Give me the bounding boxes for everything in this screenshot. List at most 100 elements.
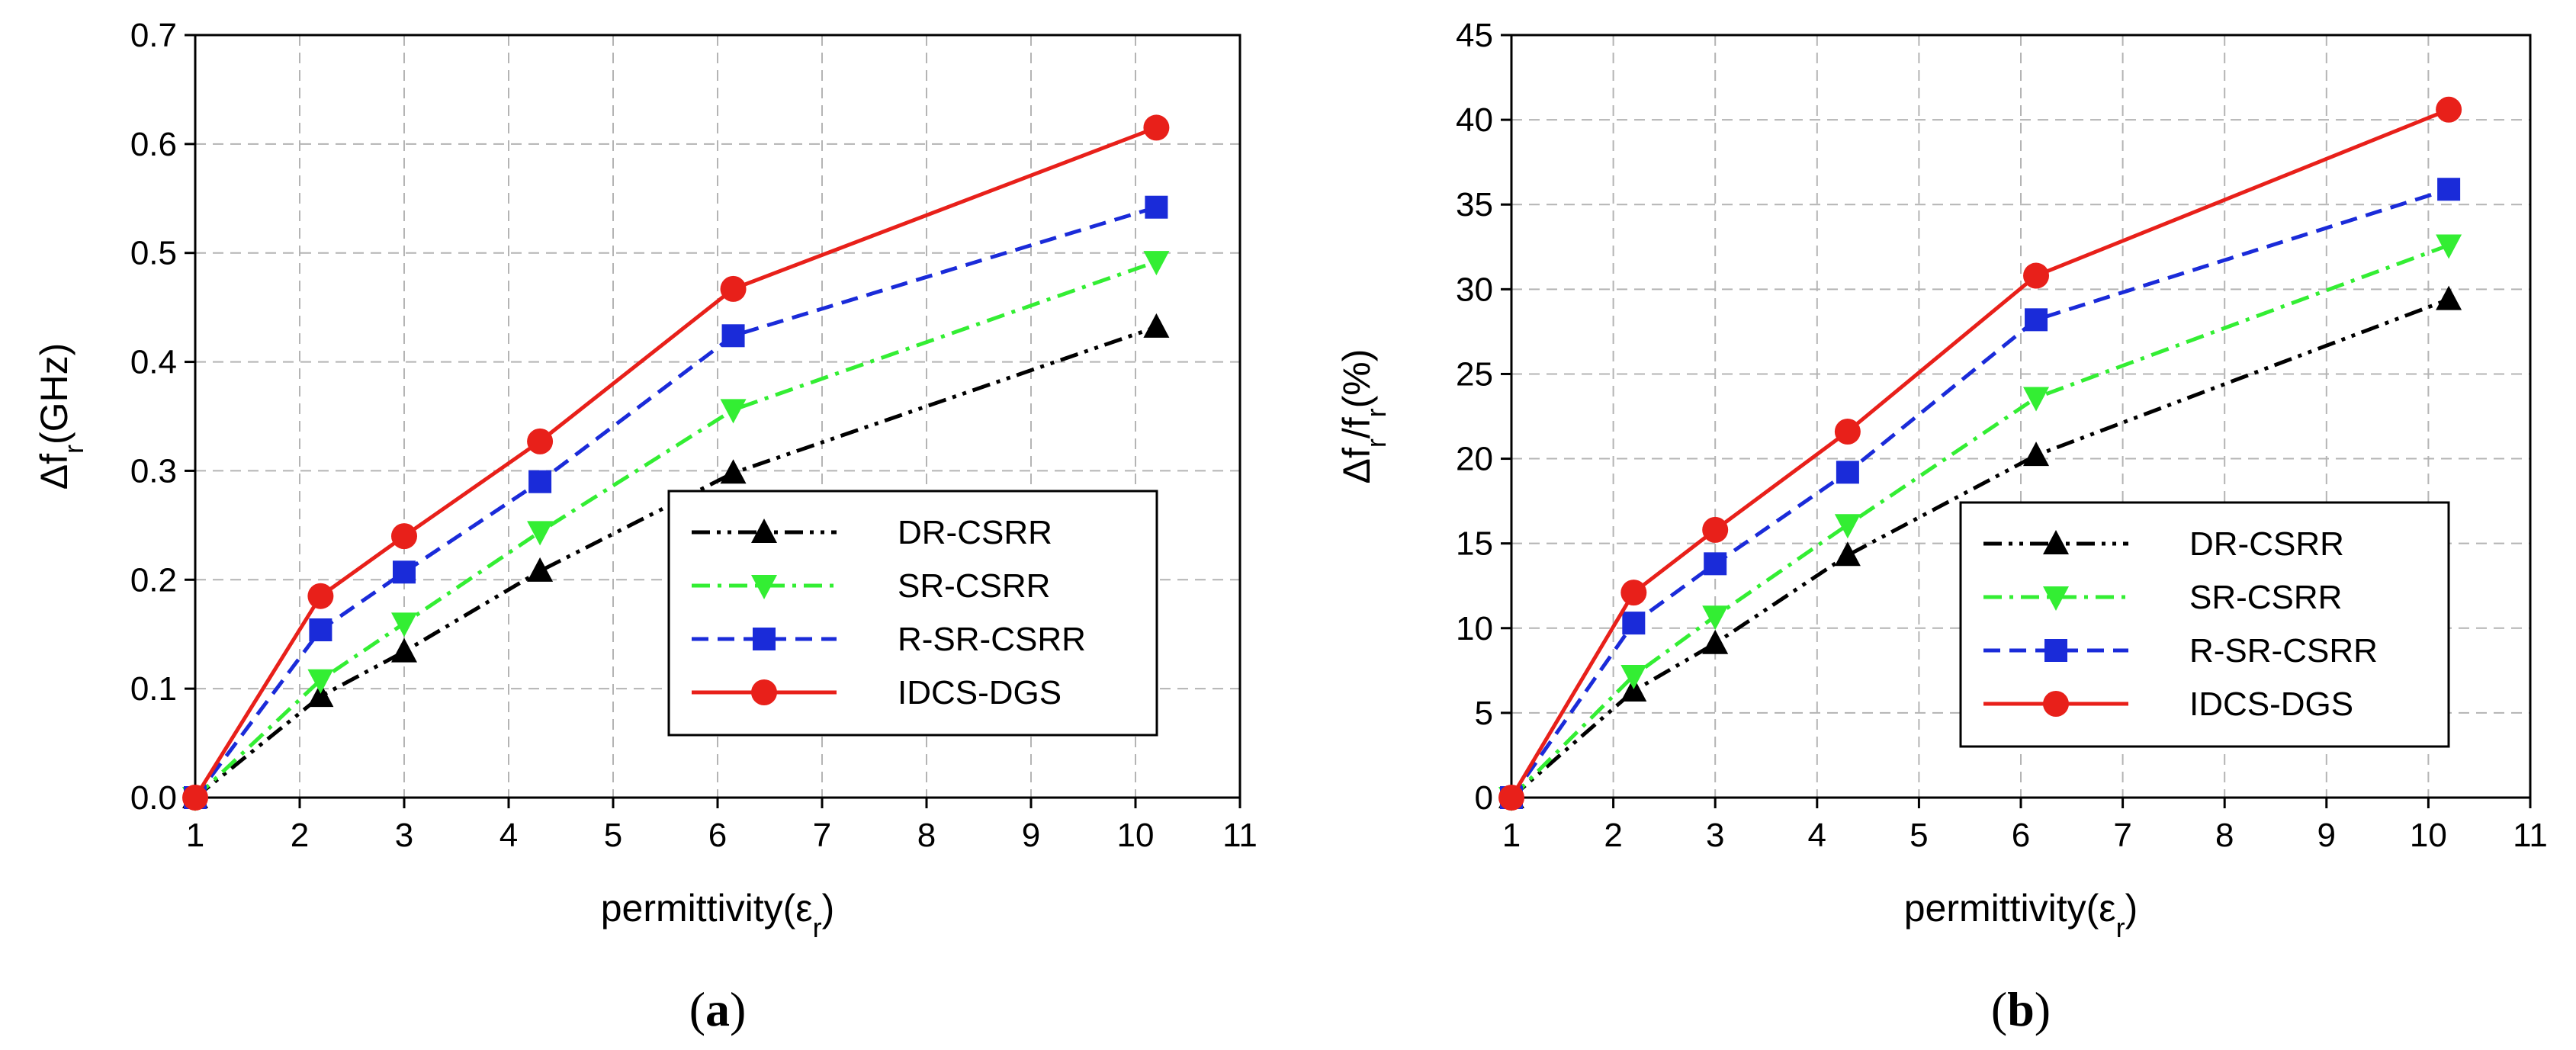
data-point [1498, 785, 1524, 811]
y-tick-label: 40 [1456, 101, 1493, 139]
y-axis-label-rest2: (%) [1335, 349, 1378, 409]
chart-a: 1 2 3 4 5 6 7 8 9 10 11 0.0 0.1 0.2 0.3 0.4 0.5 0.6 0.7 per… [33, 17, 1257, 1036]
series-line [193, 205, 1158, 799]
legend-marker [753, 628, 776, 650]
y-tick-label: 0.3 [130, 452, 177, 490]
x-tick-label: 11 [1222, 817, 1257, 854]
data-point [2023, 387, 2050, 412]
legend-marker [751, 575, 777, 599]
data-point [2023, 442, 2050, 467]
y-axis-label-main: Δf [33, 454, 75, 490]
legend-entry-label: SR-CSRR [2189, 579, 2342, 616]
data-point [2023, 262, 2050, 289]
y-axis-label-rest: (GHz) [33, 343, 75, 445]
data-point [527, 521, 554, 546]
y-tick-label: 0.6 [130, 126, 177, 163]
data-point [1702, 516, 1729, 543]
panel-label-letter: a [705, 982, 730, 1036]
y-tick-label: 5 [1475, 695, 1493, 732]
series-idcs-dgs [1498, 96, 2462, 811]
legend-marker [2043, 586, 2069, 611]
y-axis-label-sub2: r [1360, 408, 1392, 417]
x-tick-label: 10 [2410, 817, 2447, 854]
x-tick-label: 11 [2513, 817, 2548, 854]
legend-entry-label: R-SR-CSRR [2189, 632, 2378, 669]
series-line [193, 126, 1158, 799]
panel-label-open: ( [1991, 982, 2007, 1036]
y-tick-label: 15 [1456, 525, 1493, 563]
y-tick-label: 0.2 [130, 561, 177, 599]
legend-marker [2043, 530, 2069, 554]
data-point [391, 523, 417, 550]
data-point [1834, 419, 1861, 445]
x-tick-label: 4 [499, 817, 518, 854]
data-point [307, 669, 334, 694]
x-axis-label-sub: r [813, 912, 822, 943]
chart-b: 1 2 3 4 5 6 7 8 9 10 11051015202530354045permittiv… [1335, 17, 2548, 1036]
x-tick-label: 1 [1502, 817, 1521, 854]
data-point [2437, 178, 2461, 201]
x-tick-label: 3 [1706, 817, 1724, 854]
series-line [1509, 108, 2450, 799]
data-point [1834, 514, 1861, 539]
data-point [393, 560, 416, 584]
data-point [2436, 96, 2462, 123]
x-axis-label-main: permittivity(ε [601, 887, 813, 930]
y-tick-label: 0.0 [130, 779, 177, 817]
panel-label-letter: b [2007, 982, 2035, 1036]
data-point [527, 557, 554, 582]
data-point [2436, 285, 2462, 310]
data-point [720, 459, 747, 484]
x-tick-label: 4 [1808, 817, 1826, 854]
legend-marker [2043, 691, 2069, 717]
x-tick-label: 7 [2113, 817, 2131, 854]
y-tick-label: 0.4 [130, 344, 177, 381]
data-point [391, 637, 417, 663]
series-line [1510, 243, 2449, 799]
x-axis-label-rest: ) [2125, 887, 2138, 930]
y-tick-label: 30 [1456, 271, 1493, 308]
x-tick-label: 7 [813, 817, 831, 854]
legend-entry-label: IDCS-DGS [2189, 686, 2353, 723]
data-point [720, 275, 747, 302]
series-r-sr-csrr [1500, 178, 2461, 809]
x-axis-label-rest: ) [822, 887, 835, 930]
x-tick-label: 9 [1022, 817, 1040, 854]
series-line [194, 325, 1158, 799]
y-axis-label: Δfr(GHz) [33, 343, 89, 490]
y-tick-label: 45 [1456, 17, 1493, 54]
data-point [528, 470, 552, 493]
data-point [1620, 665, 1647, 689]
x-tick-label: 5 [1910, 817, 1928, 854]
x-axis-label: permittivity(εr) [1904, 887, 2138, 943]
y-axis-label-sub: r [1360, 438, 1392, 448]
y-axis-label-sub: r [58, 445, 89, 454]
data-point [307, 583, 334, 609]
series-line [1510, 297, 2450, 799]
data-point [1620, 580, 1647, 606]
y-tick-label: 35 [1456, 186, 1493, 223]
y-axis-label-rest: /f [1335, 417, 1378, 438]
data-point [2436, 234, 2462, 259]
data-point [391, 612, 417, 637]
panel-label: (a) [689, 982, 747, 1036]
data-point [182, 785, 208, 811]
panel-label-open: ( [689, 982, 705, 1036]
panel-label: (b) [1991, 982, 2051, 1036]
data-point [1622, 612, 1646, 635]
y-tick-label: 0.1 [130, 670, 177, 708]
data-point [1834, 541, 1861, 567]
data-point [1143, 251, 1170, 276]
legend-marker [751, 519, 777, 543]
panel-label-close: ) [2035, 982, 2051, 1036]
x-tick-label: 8 [917, 817, 936, 854]
y-axis-label-main: Δf [1335, 448, 1378, 483]
x-tick-label: 2 [291, 817, 309, 854]
data-point [527, 428, 554, 454]
data-point [307, 682, 334, 708]
x-tick-label: 1 [186, 817, 204, 854]
data-point [1143, 114, 1170, 141]
legend-marker [2044, 639, 2067, 662]
data-point [1702, 629, 1729, 654]
